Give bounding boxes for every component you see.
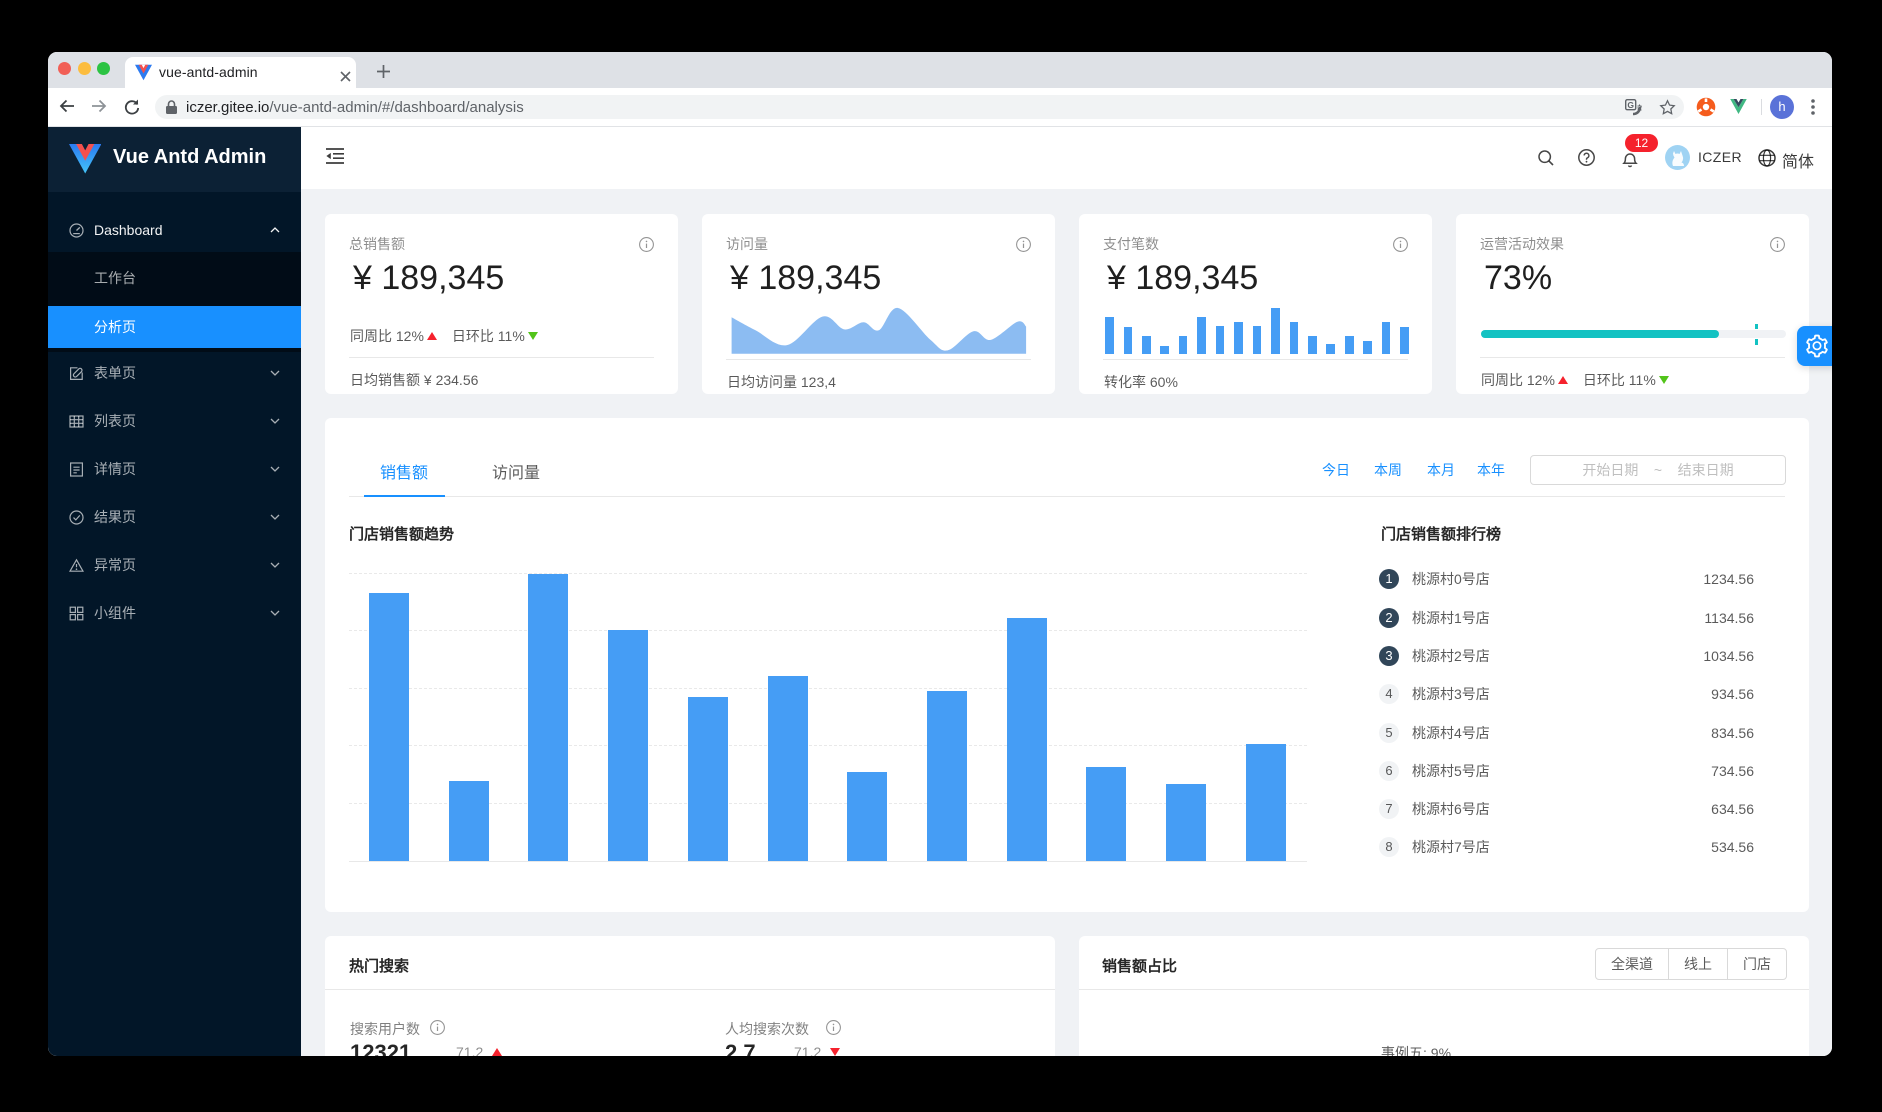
svg-text:G: G xyxy=(1627,100,1634,110)
